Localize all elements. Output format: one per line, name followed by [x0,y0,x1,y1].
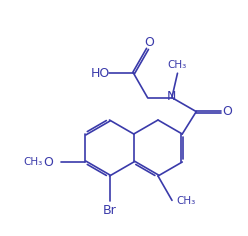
Text: N: N [167,90,177,103]
Text: Br: Br [103,204,116,217]
Text: CH₃: CH₃ [168,60,187,70]
Text: O: O [43,156,53,169]
Text: CH₃: CH₃ [23,157,42,167]
Text: O: O [145,36,155,49]
Text: HO: HO [91,67,110,80]
Text: CH₃: CH₃ [176,196,196,206]
Text: O: O [223,105,233,118]
